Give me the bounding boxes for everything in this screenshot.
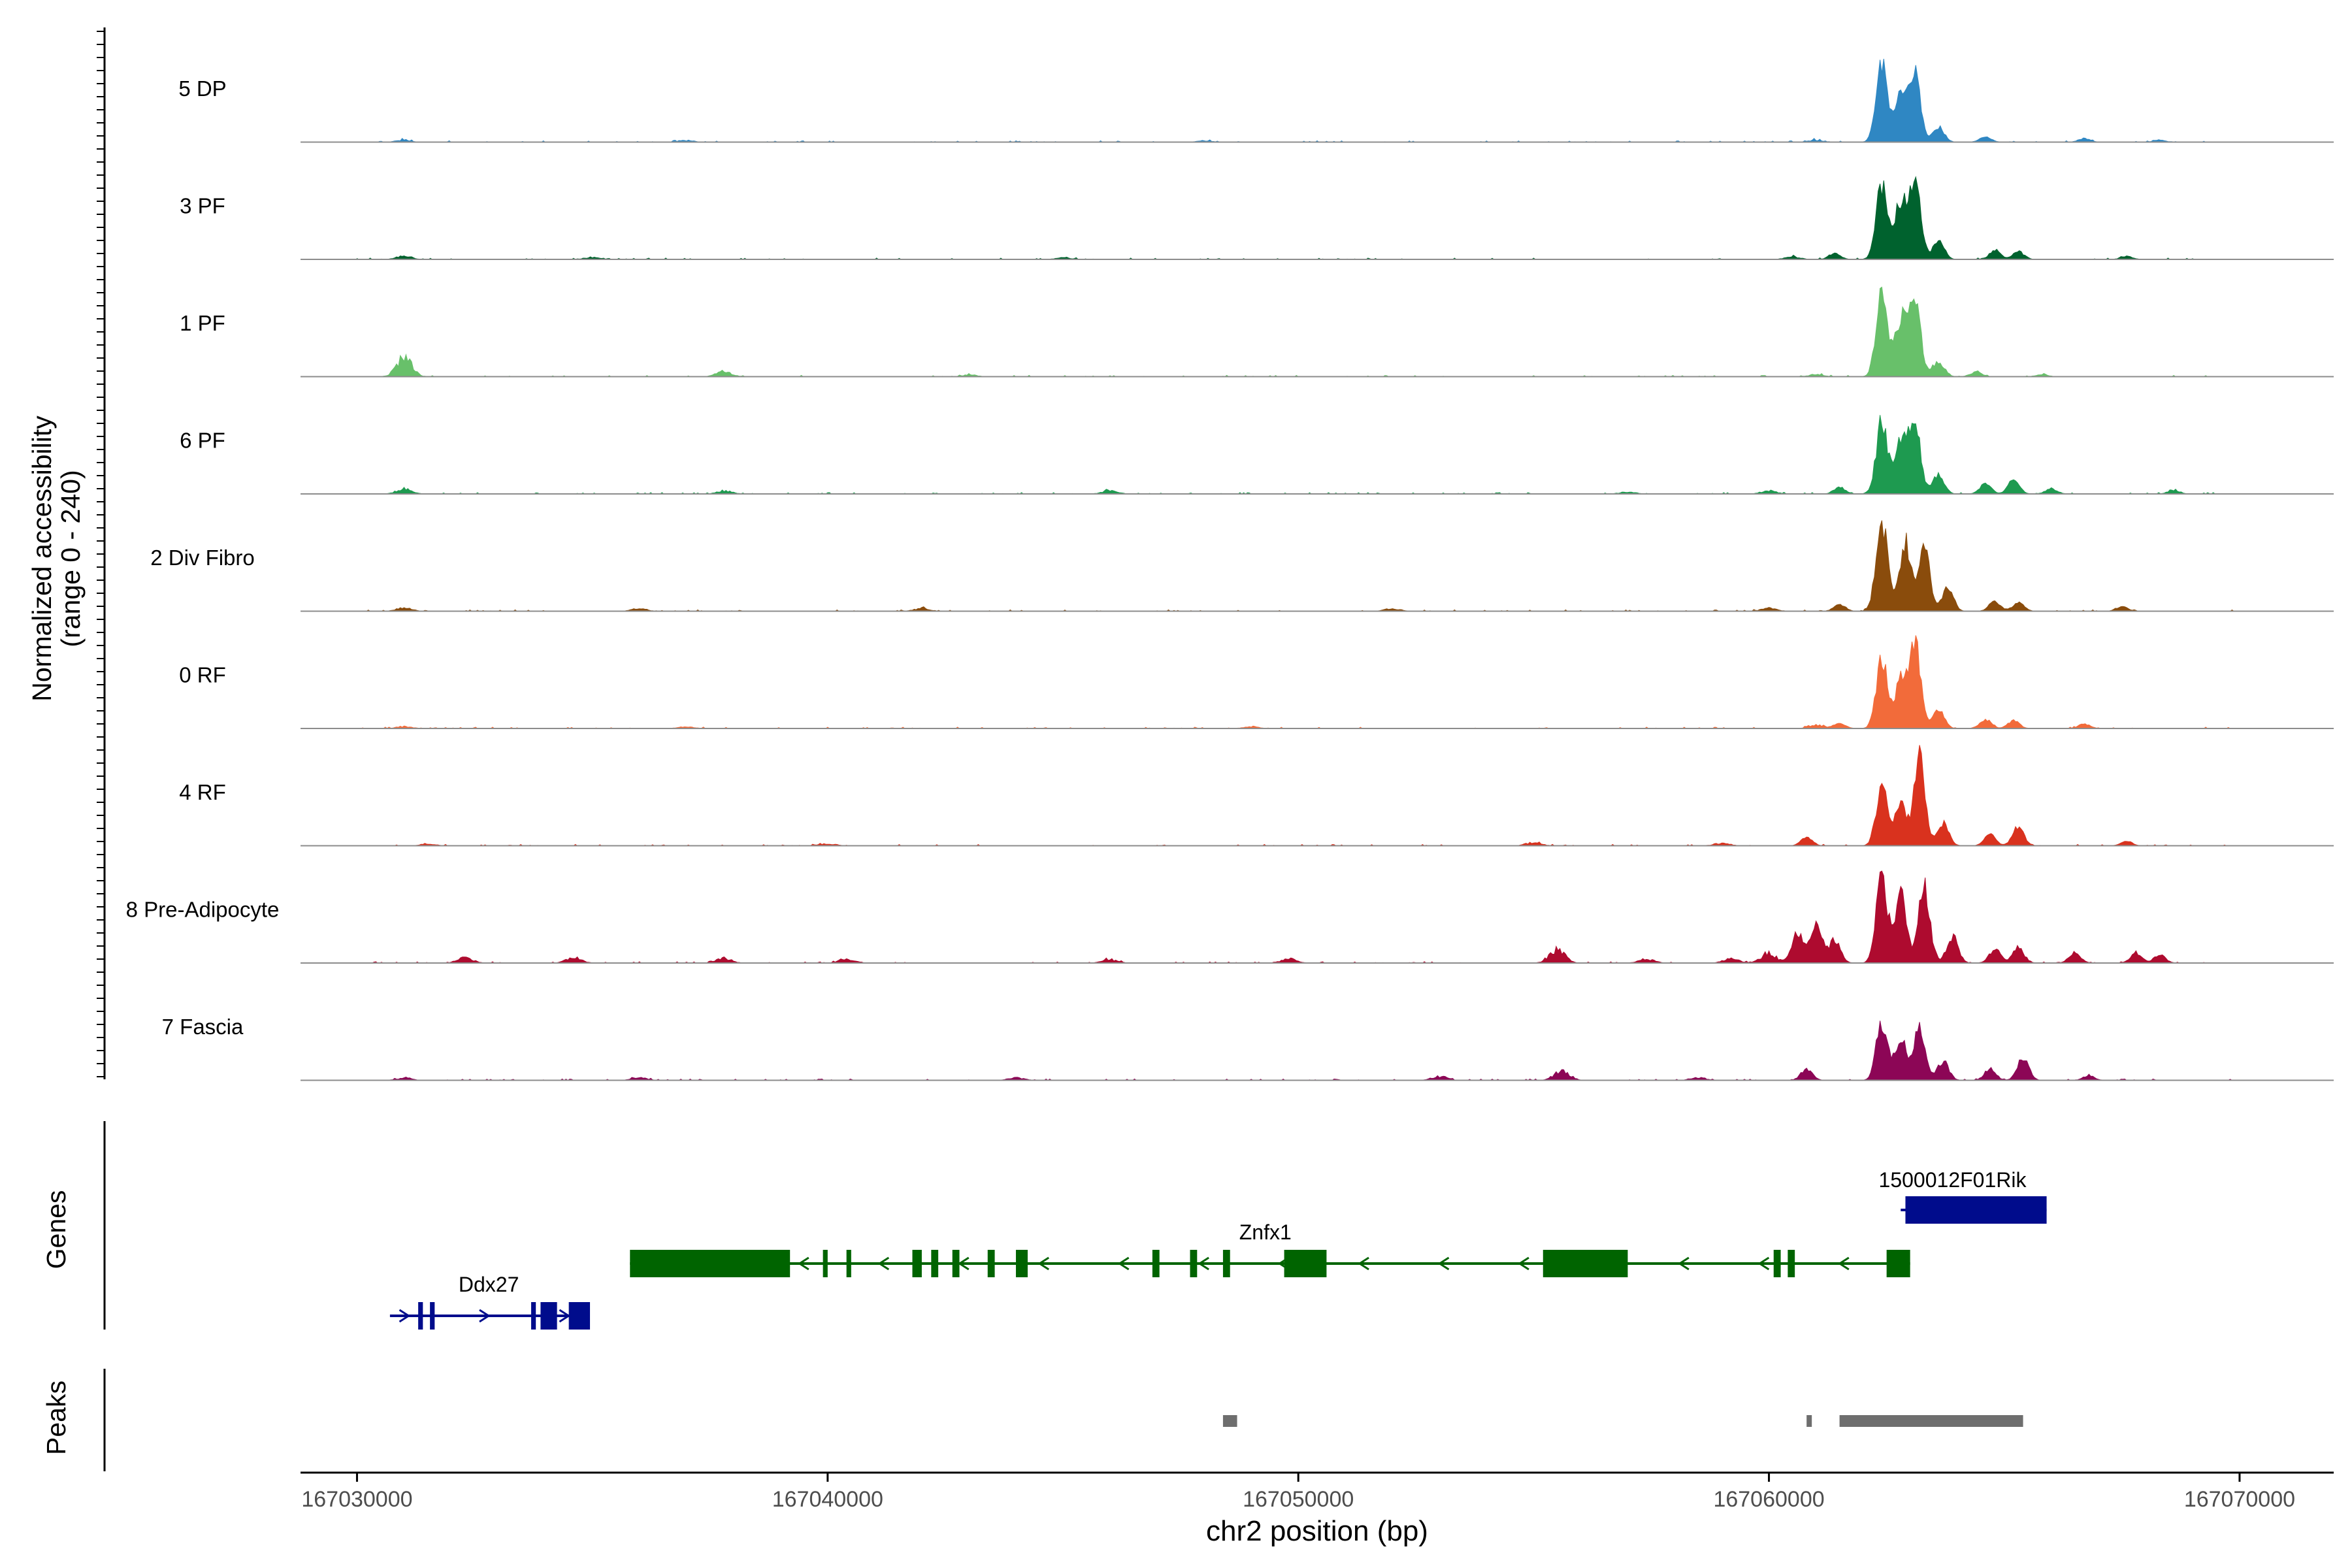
track-8-pre-adipocyte: 8 Pre-Adipocyte (126, 870, 2334, 964)
track-label: 5 DP (178, 76, 226, 101)
coverage-y-ticks (97, 31, 105, 1077)
track-label: 8 Pre-Adipocyte (126, 898, 280, 922)
gene-exon (1015, 1250, 1028, 1277)
gene-exon (1222, 1250, 1230, 1277)
gene-exon (1284, 1250, 1327, 1277)
x-axis-title: chr2 position (bp) (1206, 1515, 1428, 1547)
track-6-pf: 6 PF (180, 415, 2334, 495)
peak-region (1839, 1415, 2023, 1427)
strand-chevron (399, 1309, 411, 1323)
track-4-rf: 4 RF (179, 745, 2334, 847)
strand-chevron (1117, 1256, 1130, 1271)
coverage-area (356, 870, 2240, 964)
coverage-area (357, 59, 2240, 143)
gene-label: Znfx1 (1239, 1220, 1292, 1244)
gene-track: Ddx27 Znfx1 1500012F01Rik (389, 1168, 2047, 1330)
x-axis-ticks: 167030000 167040000 167050000 167060000 1670… (301, 1473, 2295, 1512)
track-3-pf: 3 PF (180, 176, 2334, 260)
peak-region (1222, 1415, 1237, 1427)
gene-exon (823, 1250, 828, 1277)
gene-1500012f01rik: 1500012F01Rik (1879, 1168, 2047, 1224)
coverage-y-axis-title-line2: (range 0 - 240) (56, 470, 86, 647)
gene-exon (912, 1250, 922, 1277)
coverage-tracks: 5 DP 3 PF 1 PF 6 PF 2 Div Fibro 0 RF 4 RF 8 Pre… (126, 59, 2334, 1081)
strand-chevron (1437, 1256, 1450, 1271)
track-7-fascia: 7 Fascia (162, 1015, 2334, 1081)
gene-exon (568, 1302, 591, 1330)
gene-exon (987, 1250, 995, 1277)
coverage-area (357, 635, 2240, 729)
gene-exon (931, 1250, 939, 1277)
gene-label: 1500012F01Rik (1879, 1168, 2027, 1192)
strand-chevron (479, 1309, 491, 1323)
coverage-area (356, 176, 2240, 260)
coverage-area (357, 415, 2240, 495)
gene-exon (846, 1250, 851, 1277)
track-label: 1 PF (180, 311, 225, 335)
gene-exon (418, 1302, 423, 1330)
coverage-area (357, 745, 2240, 847)
x-tick-label: 167030000 (301, 1487, 412, 1512)
track-label: 2 Div Fibro (150, 546, 255, 570)
track-1-pf: 1 PF (180, 286, 2334, 378)
strand-chevron (1198, 1256, 1209, 1271)
strand-chevron (798, 1256, 809, 1271)
gene-exon (1152, 1250, 1160, 1277)
strand-chevron (559, 1309, 571, 1323)
track-label: 3 PF (180, 194, 225, 218)
gene-exon (952, 1250, 960, 1277)
peak-region (1806, 1415, 1812, 1427)
track-label: 0 RF (179, 663, 226, 687)
gene-znfx1: Znfx1 (630, 1220, 1910, 1277)
coverage-area (357, 286, 2240, 378)
gene-exon (1788, 1250, 1795, 1277)
gene-exon (1190, 1250, 1198, 1277)
gene-exon (540, 1302, 557, 1330)
gene-exon (1543, 1250, 1628, 1277)
peaks-y-axis-title: Peaks (41, 1380, 71, 1455)
track-2-div-fibro: 2 Div Fibro (150, 520, 2334, 612)
gene-exon (1886, 1250, 1910, 1277)
gene-label: Ddx27 (459, 1273, 519, 1296)
strand-chevron (1518, 1256, 1529, 1271)
x-tick-label: 167060000 (1713, 1487, 1824, 1512)
coverage-y-axis-title-line1: Normalized accessibility (27, 416, 57, 702)
gene-exon (531, 1302, 536, 1330)
coverage-area (357, 1021, 2240, 1081)
strand-chevron (957, 1256, 970, 1271)
genes-y-axis-title: Genes (41, 1190, 71, 1269)
x-tick-label: 167040000 (772, 1487, 883, 1512)
gene-exon (1773, 1250, 1781, 1277)
track-label: 6 PF (180, 429, 225, 453)
strand-chevron (1838, 1256, 1850, 1271)
gene-exon (630, 1250, 791, 1277)
track-0-rf: 0 RF (179, 635, 2334, 729)
gene-ddx27: Ddx27 (389, 1273, 591, 1330)
track-label: 7 Fascia (162, 1015, 244, 1039)
track-5-dp: 5 DP (178, 59, 2334, 143)
strand-chevron (1037, 1256, 1049, 1271)
gene-exon (430, 1302, 435, 1330)
track-label: 4 RF (179, 780, 226, 804)
x-tick-label: 167070000 (2184, 1487, 2295, 1512)
strand-chevron (1358, 1256, 1369, 1271)
peak-track (1222, 1415, 2023, 1427)
coverage-area (357, 520, 2240, 612)
strand-chevron (1757, 1256, 1770, 1271)
gene-exon (1905, 1196, 2047, 1224)
strand-chevron (1678, 1256, 1690, 1271)
strand-chevron (877, 1256, 890, 1271)
x-tick-label: 167050000 (1243, 1487, 1354, 1512)
